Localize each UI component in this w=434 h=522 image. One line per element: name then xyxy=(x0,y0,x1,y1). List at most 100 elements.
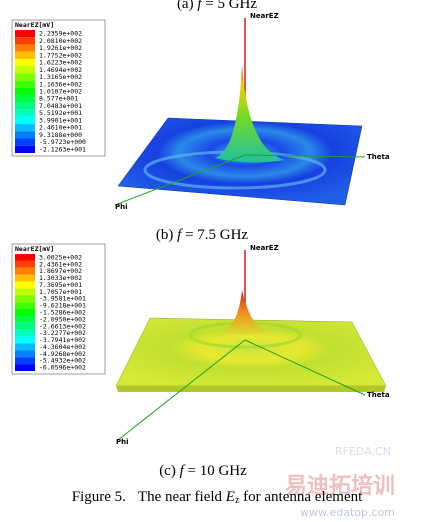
caption-b: (b) f = 7.5 GHz xyxy=(156,227,249,243)
caption-text: = 5 GHz xyxy=(205,0,257,12)
legend-value: 2.0810e+002 xyxy=(39,37,82,45)
watermark: RFEDA.CN xyxy=(335,445,391,458)
legend-value: 1.4694e+002 xyxy=(39,66,82,74)
figure-rest: for antenna element xyxy=(243,489,363,505)
surface-edge xyxy=(116,386,386,392)
legend-swatch xyxy=(15,309,35,316)
legend-title: NearEZ[mV] xyxy=(15,21,54,29)
legend-value: -2.1263e+001 xyxy=(39,145,86,153)
legend-swatch xyxy=(15,131,35,139)
theta-axis-label: Theta xyxy=(367,391,390,399)
theta-axis xyxy=(244,154,366,158)
legend-swatch xyxy=(15,30,35,38)
caption-var: f xyxy=(180,463,186,479)
legend-title: NearEZ[mV] xyxy=(15,245,54,253)
legend-swatch xyxy=(15,343,35,351)
watermark: 易迪拓培训 xyxy=(285,473,395,499)
legend-value: 2.4361e+002 xyxy=(39,260,82,268)
legend-swatch xyxy=(15,116,35,125)
legend-swatch xyxy=(15,350,35,358)
legend-value: 3.9901e+001 xyxy=(39,116,82,124)
legend-swatch xyxy=(15,109,35,117)
caption-label: (c) xyxy=(159,463,176,479)
caption-c: (c) f = 10 GHz xyxy=(159,463,247,479)
legend-swatch xyxy=(15,37,35,45)
theta-axis xyxy=(244,339,366,396)
legend-value: -4.9268e+002 xyxy=(39,350,86,358)
caption-text: = 10 GHz xyxy=(188,463,248,479)
figure-subscript: z xyxy=(235,495,240,506)
figure-text: The near field xyxy=(138,489,223,505)
legend-value: 1.3165e+002 xyxy=(39,73,82,81)
legend-swatch xyxy=(15,73,35,81)
watermark: www.edatop.com xyxy=(300,506,395,519)
legend-value: -9.6218e+001 xyxy=(39,302,86,310)
caption-label: (b) xyxy=(156,227,174,243)
legend-value: 1.9261e+002 xyxy=(39,44,82,52)
legend-value: 9.3188e+000 xyxy=(39,131,82,139)
legend-value: -3.7941e+002 xyxy=(39,336,86,344)
legend-swatch xyxy=(15,254,35,261)
legend-value: 7.3695e+001 xyxy=(39,281,82,289)
legend-swatch xyxy=(15,102,35,110)
legend-value: -5.9723e+000 xyxy=(39,138,86,146)
caption-label: (a) xyxy=(177,0,194,12)
legend-value: -5.4932e+002 xyxy=(39,357,86,365)
figure-caption: Figure 5. The near field Ez for antenna e… xyxy=(72,489,363,508)
legend-swatch xyxy=(15,66,35,74)
figure-symbol: E xyxy=(225,489,235,505)
legend-value: 3.0025e+002 xyxy=(39,253,82,261)
legend-value: -6.0596e+002 xyxy=(39,364,86,372)
legend-value: 5.5192e+001 xyxy=(39,109,82,117)
caption-var: f xyxy=(177,227,183,243)
legend-swatch xyxy=(15,58,35,67)
legend-value: -4.3604e+002 xyxy=(39,343,86,351)
legend-swatch xyxy=(15,145,35,153)
peak xyxy=(222,290,268,335)
legend-swatch xyxy=(15,124,35,132)
z-axis-label: NearEZ xyxy=(250,12,279,20)
legend-swatch xyxy=(15,80,35,88)
caption-var: f xyxy=(197,0,203,12)
legend-swatch xyxy=(15,364,35,371)
legend-swatch xyxy=(15,274,35,282)
legend-swatch xyxy=(15,322,35,330)
legend-value: 1.6223e+002 xyxy=(39,59,82,67)
legend-swatch xyxy=(15,138,35,146)
legend-value: -2.0950e+002 xyxy=(39,315,86,323)
legend-value: -2.6613e+002 xyxy=(39,322,86,330)
legend-swatch xyxy=(15,288,35,296)
peak xyxy=(215,65,285,163)
legend-swatch xyxy=(15,302,35,310)
legend-swatch xyxy=(15,260,35,268)
plot-b: NearEZ Theta Phi xyxy=(115,244,390,446)
legend-swatch xyxy=(15,329,35,337)
caption-a: (a) f = 5 GHz xyxy=(177,0,257,12)
legend-value: 2.2359e+002 xyxy=(39,30,82,38)
legend-value: 1.8697e+002 xyxy=(39,267,82,275)
legend-value: 8.577e+001 xyxy=(39,95,78,103)
phi-axis xyxy=(117,339,246,441)
legend-value: -3.9581e+001 xyxy=(39,295,86,303)
legend-swatch xyxy=(15,267,35,275)
legend-swatch xyxy=(15,336,35,344)
legend-swatch xyxy=(15,95,35,103)
z-axis-label: NearEZ xyxy=(250,244,279,252)
legend-swatch xyxy=(15,281,35,289)
legend-value: 1.7057e+001 xyxy=(39,288,82,296)
legend-value: 1.3033e+002 xyxy=(39,274,82,282)
legend-value: 2.4610e+001 xyxy=(39,124,82,132)
caption-text: = 7.5 GHz xyxy=(185,227,248,243)
theta-axis-label: Theta xyxy=(367,153,390,161)
legend-value: -3.2277e+002 xyxy=(39,329,86,337)
legend-swatch xyxy=(15,87,35,96)
legend-value: 1.7752e+002 xyxy=(39,51,82,59)
legend-swatch xyxy=(15,44,35,52)
legend-swatch xyxy=(15,357,35,365)
legend-value: -1.5286e+002 xyxy=(39,309,86,317)
phi-axis-label: Phi xyxy=(116,438,129,446)
plot-a: NearEZ Theta Phi xyxy=(114,12,390,211)
phi-axis-label: Phi xyxy=(115,203,128,211)
